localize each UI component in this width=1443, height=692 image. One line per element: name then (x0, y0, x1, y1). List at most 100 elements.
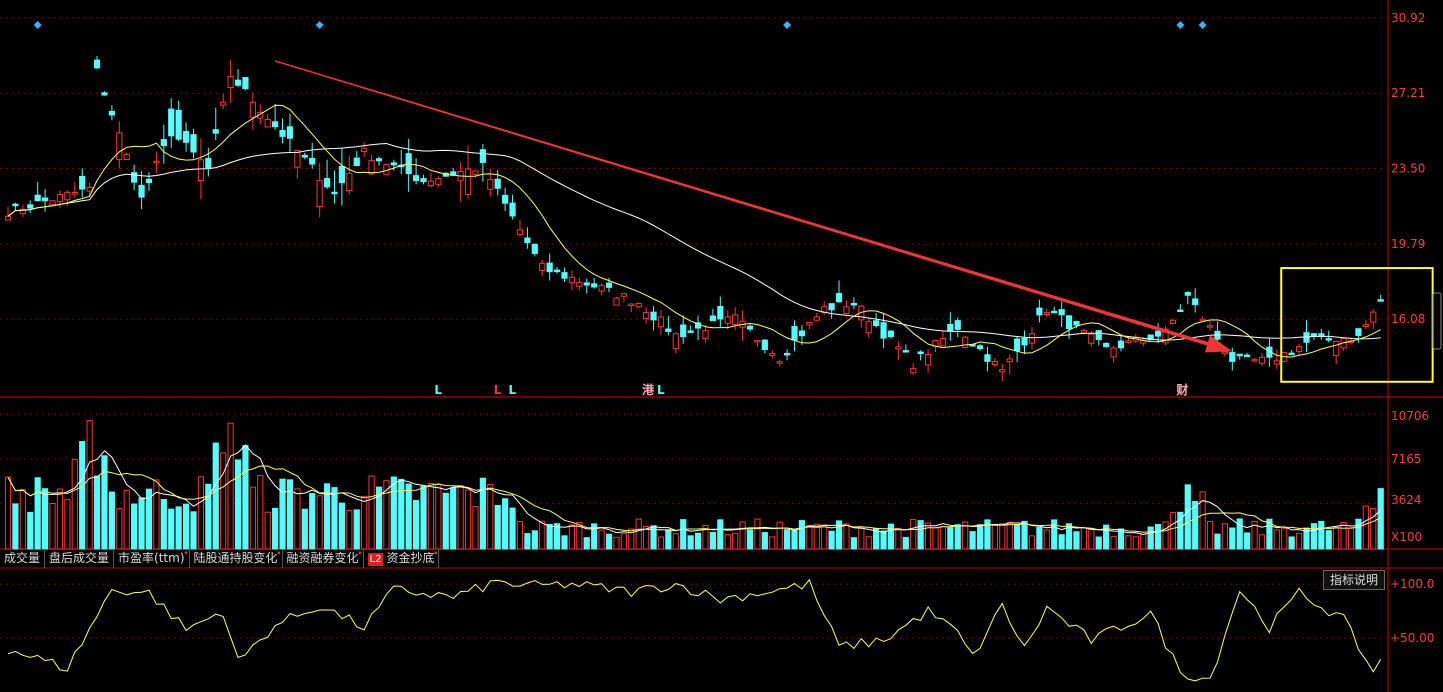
volume-bar (1340, 522, 1347, 550)
volume-bar (991, 523, 998, 550)
candle-body (56, 193, 64, 203)
volume-bar (1147, 526, 1154, 550)
candle-body (138, 184, 145, 198)
moving-average-layer (7, 104, 1381, 358)
candle-body (420, 178, 427, 183)
candle-body (613, 297, 620, 306)
volume-bar (1244, 532, 1251, 550)
volume-bar (1051, 519, 1058, 550)
volume-bar (635, 518, 642, 550)
volume-bar (1014, 523, 1021, 550)
candle-body (1377, 299, 1384, 302)
candle-body (227, 75, 234, 89)
volume-bar (153, 479, 160, 550)
candle-body (1177, 309, 1184, 313)
indicator-tab-0[interactable]: 成交量 (0, 549, 46, 568)
candle-body (435, 178, 442, 185)
volume-bar (116, 508, 123, 550)
event-letter-marker: L (494, 383, 502, 397)
candle-body (561, 272, 568, 279)
candle-body (1125, 340, 1132, 343)
candle-body (116, 132, 123, 161)
candle-body (895, 346, 902, 350)
volume-bar (776, 521, 783, 550)
volume-bar (806, 525, 813, 550)
volume-bar (561, 535, 568, 550)
volume-bar (932, 527, 939, 550)
volume-bar (234, 459, 242, 550)
volume-bar (1080, 527, 1088, 550)
candle-body (962, 336, 969, 348)
candle-body (1095, 330, 1102, 341)
candle-body (672, 333, 679, 350)
volume-bar (509, 507, 516, 550)
volume-bar (628, 528, 635, 550)
candle-body (427, 180, 435, 187)
volume-bar (435, 484, 442, 550)
volume-bar (761, 532, 768, 550)
volume-bar (954, 524, 961, 550)
volume-bar (1169, 511, 1177, 550)
volume-bar (665, 529, 672, 550)
candle-body (464, 168, 472, 195)
volume-bar (212, 442, 219, 550)
volume-bar (732, 532, 739, 550)
axis-labels: 30.92 27.21 23.50 19.79 16.08 10706 7165 3624 X1… (1390, 11, 1442, 645)
scroll-handle (1432, 292, 1442, 350)
candle-body (212, 129, 219, 134)
volume-bar (598, 529, 605, 550)
volume-bar (457, 484, 464, 550)
candle-body (1318, 333, 1325, 336)
candle-body (539, 263, 546, 272)
candle-body (650, 311, 657, 321)
volume-bar (368, 475, 375, 550)
volume-bar (494, 504, 501, 550)
candle-body (991, 360, 998, 366)
price-tick-label: 16.08 (1391, 312, 1425, 326)
volume-bar (880, 530, 887, 550)
indicator-tab-4[interactable]: 融资融券变化 • (283, 549, 364, 568)
volume-tick-label: 3624 (1391, 493, 1422, 507)
candle-body (390, 162, 397, 166)
candle-body (413, 175, 420, 182)
indicator-tab-label: 盘后成交量 (49, 551, 110, 565)
candle-body (1221, 351, 1228, 355)
candle-body (709, 315, 716, 322)
volume-bar (479, 477, 486, 550)
candle-body (1370, 311, 1377, 323)
candle-body (1080, 329, 1088, 334)
indicator-tab-1[interactable]: 盘后成交量 (45, 549, 115, 568)
volume-bar (1258, 534, 1266, 550)
indicator-tab-5[interactable]: L2 资金抄底 • (364, 549, 440, 568)
volume-bar (86, 420, 93, 550)
volume-bar (962, 521, 969, 550)
volume-bar (316, 495, 323, 550)
volume-bar (1103, 524, 1110, 550)
volume-bar (294, 488, 301, 550)
candle-body (902, 350, 909, 353)
volume-bar (687, 535, 694, 550)
indicator-tab-3[interactable]: 陆股通持股变化 • (190, 549, 283, 568)
new-flag-icon: • (357, 549, 363, 559)
volume-bar (286, 479, 294, 550)
volume-bar (746, 529, 754, 550)
volume-bar (1266, 518, 1273, 550)
indicator-help-button[interactable]: 指标说明 (1323, 570, 1385, 590)
candle-body (516, 229, 524, 235)
volume-bar (947, 527, 954, 550)
indicator-tab-2[interactable]: 市盈率(ttm) • (114, 549, 190, 568)
event-letter-marker: L (509, 383, 517, 397)
volume-bar (190, 511, 197, 550)
volume-bar (1095, 536, 1102, 550)
volume-tick-label: 10706 (1391, 409, 1429, 423)
candle-body (680, 324, 687, 338)
candle-body (234, 79, 242, 86)
volume-bar (1155, 523, 1162, 550)
volume-bar (131, 503, 138, 550)
volume-bar (346, 509, 353, 550)
event-diamond-icon (783, 21, 792, 29)
indicator-tab-label: 资金抄底 (386, 551, 435, 565)
indicator-tab-label: 融资融券变化 (286, 551, 359, 565)
indicator-tab-bar: 成交量 盘后成交量 市盈率(ttm) • 陆股通持股变化 • 融资融券变化 • L2 资金抄底 • (0, 549, 1388, 568)
candle-body (724, 316, 731, 324)
